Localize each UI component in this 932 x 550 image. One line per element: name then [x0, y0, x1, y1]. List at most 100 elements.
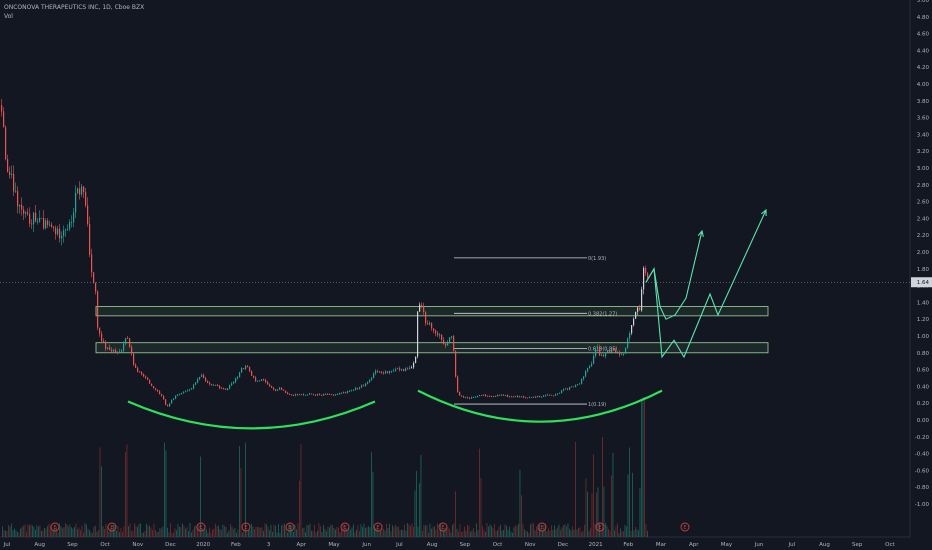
earnings-marker-label: E: [683, 525, 686, 531]
time-tick-label: Apr: [689, 542, 699, 548]
candle-body: [133, 353, 135, 365]
volume-bar: [264, 523, 266, 537]
candle-body: [191, 388, 193, 390]
volume-bar: [515, 525, 516, 537]
volume-bar: [93, 526, 95, 537]
price-tick-label: -0.80: [915, 485, 930, 491]
candle-body: [401, 369, 403, 370]
volume-bar: [393, 526, 395, 537]
candle-body: [381, 371, 383, 373]
volume-bar: [311, 530, 312, 537]
candle-body: [629, 333, 631, 339]
price-tick-label: 2.40: [917, 216, 930, 222]
volume-bar: [224, 525, 225, 537]
volume-bar: [408, 524, 410, 537]
candle-body: [199, 376, 201, 380]
candle-body: [369, 379, 371, 382]
candle-body: [171, 399, 173, 404]
candle-body: [597, 346, 599, 350]
candle-body: [79, 188, 81, 195]
volume-bar: [434, 526, 435, 537]
volume-bar: [30, 524, 32, 537]
candle-body: [273, 387, 275, 390]
volume-bar: [551, 525, 552, 537]
volume-bar: [197, 528, 198, 537]
volume-bar: [624, 525, 626, 537]
volume-bar: [216, 526, 218, 537]
candle-body: [313, 394, 315, 396]
volume-bar: [14, 528, 15, 537]
candle-body: [449, 337, 451, 343]
price-tick-label: -0.60: [915, 468, 930, 474]
volume-bar: [149, 525, 150, 537]
candle-body: [359, 387, 361, 389]
volume-bar: [110, 527, 111, 537]
candle-body: [75, 192, 77, 213]
volume-bar: [273, 524, 275, 537]
candle-body: [455, 351, 457, 377]
volume-bar: [147, 525, 149, 537]
chart-header: ONCONOVA THERAPEUTICS INC, 1D, Cboe BZX …: [4, 3, 144, 21]
volume-bar: [533, 523, 534, 537]
candle-body: [51, 224, 53, 227]
candle-body: [9, 171, 11, 175]
volume-bar: [266, 524, 267, 537]
candle-body: [353, 390, 355, 391]
candle-body: [637, 307, 639, 312]
candle-body: [13, 173, 15, 192]
volume-bar: [71, 527, 72, 537]
volume-bar: [549, 530, 551, 537]
candle-body: [593, 355, 595, 364]
candle-body: [25, 212, 27, 214]
volume-bar: [312, 530, 314, 537]
candle-body: [65, 229, 67, 231]
candle-body: [355, 387, 357, 391]
volume-bar: [362, 527, 363, 537]
support-zone: [95, 306, 769, 317]
candle-body: [159, 391, 161, 395]
volume-bar: [182, 523, 183, 537]
volume-bar: [315, 532, 317, 537]
candle-body: [115, 350, 117, 353]
volume-bar: [222, 524, 224, 537]
volume-bar: [564, 524, 566, 537]
earnings-marker-label: E: [376, 525, 379, 531]
volume-bar: [32, 525, 33, 537]
candle-body: [323, 394, 325, 396]
symbol-title: ONCONOVA THERAPEUTICS INC, 1D, Cboe BZX: [4, 4, 145, 11]
volume-bar: [492, 527, 494, 537]
candle-body: [219, 386, 221, 389]
volume-bar: [48, 523, 50, 537]
candle-body: [95, 282, 97, 292]
candle-body: [279, 387, 281, 390]
candle-body: [175, 395, 177, 399]
candle-body: [429, 323, 431, 325]
candle-body: [203, 375, 205, 379]
price-tick-label: 0.60: [917, 368, 930, 374]
volume-bar: [225, 527, 227, 537]
candle-body: [169, 403, 171, 407]
volume-bar: [356, 529, 357, 537]
volume-bar: [360, 524, 362, 537]
volume-bar: [443, 531, 444, 537]
volume-bar: [608, 528, 609, 537]
volume-bar: [587, 491, 588, 537]
support-zones: [95, 306, 769, 354]
candle-body: [241, 368, 243, 373]
time-tick-label: Jul: [395, 542, 403, 548]
price-tick-label: -0.40: [915, 452, 930, 458]
volume-bar: [368, 526, 369, 537]
volume-bar: [293, 532, 294, 537]
candle-body: [563, 389, 565, 391]
volume-bar: [306, 525, 308, 537]
volume-bar: [548, 528, 549, 537]
volume-bar: [522, 523, 524, 537]
volume-bar: [428, 532, 429, 537]
volume-bar: [21, 527, 23, 537]
volume-bar: [590, 528, 591, 537]
volume-bar: [576, 529, 578, 537]
volume-bar: [567, 523, 569, 537]
volume-bar: [179, 526, 180, 537]
candle-body: [451, 336, 453, 338]
